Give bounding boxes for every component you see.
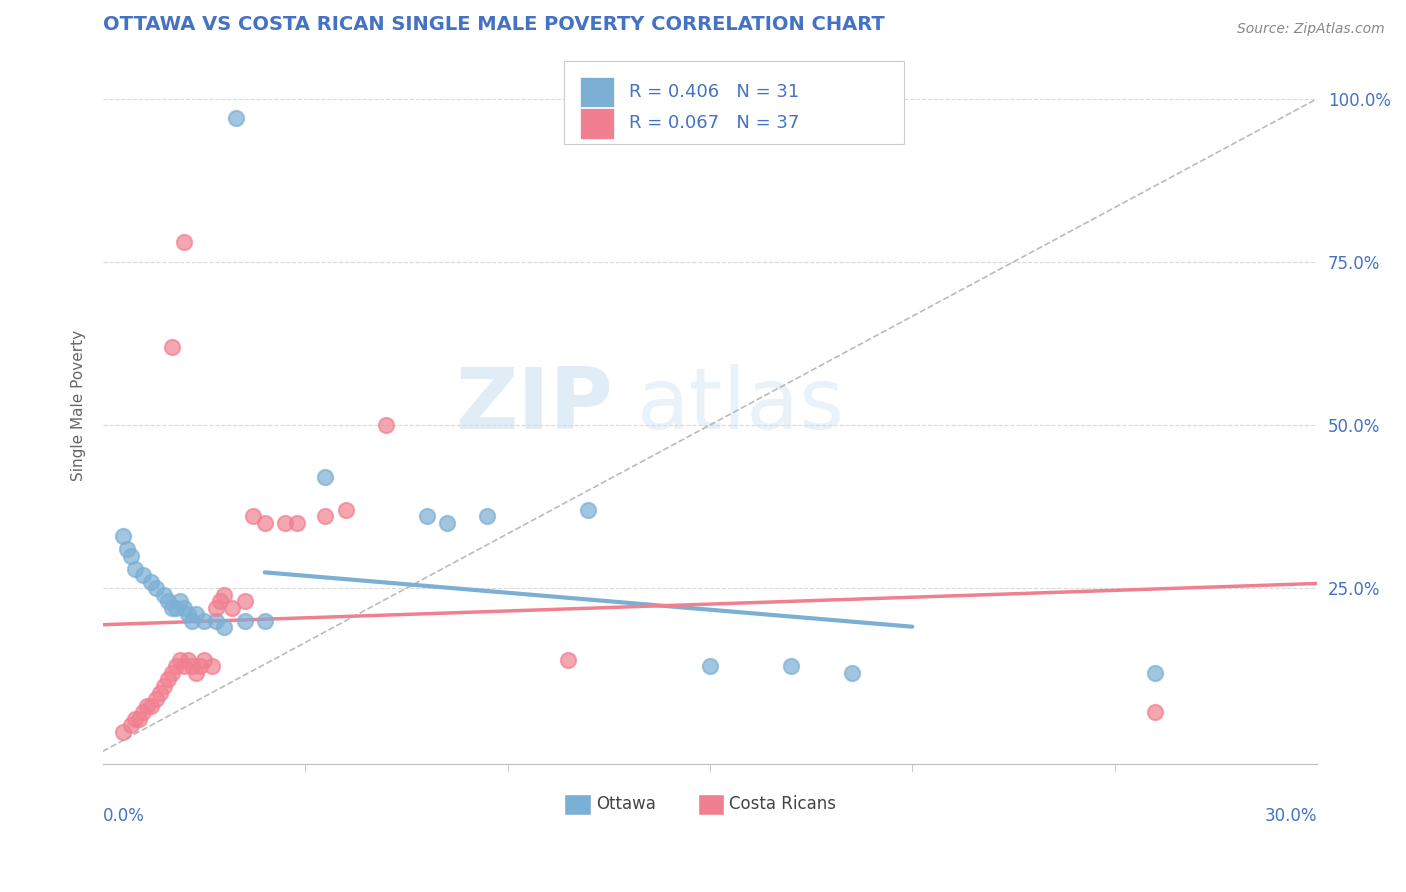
Point xyxy=(375,418,398,433)
Point xyxy=(214,620,236,634)
Point xyxy=(156,673,179,687)
Text: atlas: atlas xyxy=(637,364,845,447)
Point xyxy=(177,607,200,622)
Text: R = 0.406   N = 31: R = 0.406 N = 31 xyxy=(628,83,799,101)
Point xyxy=(124,712,146,726)
Point xyxy=(181,614,204,628)
Point xyxy=(184,665,207,680)
Point xyxy=(436,516,458,530)
Point xyxy=(124,561,146,575)
Point xyxy=(188,659,211,673)
Point xyxy=(165,659,187,673)
Point xyxy=(132,705,155,719)
Point xyxy=(160,600,183,615)
Point xyxy=(152,588,174,602)
Point xyxy=(841,665,863,680)
Point xyxy=(1143,665,1166,680)
Point xyxy=(253,614,276,628)
Text: 30.0%: 30.0% xyxy=(1264,807,1317,825)
FancyBboxPatch shape xyxy=(564,61,904,144)
Point xyxy=(177,653,200,667)
Point xyxy=(205,600,228,615)
Bar xyxy=(697,795,724,814)
Point xyxy=(184,607,207,622)
Point xyxy=(173,659,195,673)
Point xyxy=(477,509,499,524)
Point xyxy=(335,503,357,517)
Point xyxy=(128,712,150,726)
Point xyxy=(136,698,159,713)
Point xyxy=(148,685,170,699)
Point xyxy=(193,653,215,667)
Point xyxy=(225,112,247,126)
Point xyxy=(141,574,163,589)
Bar xyxy=(581,109,614,138)
Point xyxy=(169,594,191,608)
Text: Ottawa: Ottawa xyxy=(596,796,655,814)
Point xyxy=(145,692,167,706)
Point xyxy=(160,665,183,680)
Text: OTTAWA VS COSTA RICAN SINGLE MALE POVERTY CORRELATION CHART: OTTAWA VS COSTA RICAN SINGLE MALE POVERT… xyxy=(103,15,884,34)
Text: R = 0.067   N = 37: R = 0.067 N = 37 xyxy=(628,114,799,132)
Text: ZIP: ZIP xyxy=(456,364,613,447)
Point xyxy=(169,653,191,667)
Point xyxy=(214,588,236,602)
Point xyxy=(314,509,336,524)
Point xyxy=(120,718,142,732)
Point xyxy=(115,541,138,556)
Point xyxy=(152,679,174,693)
Point xyxy=(557,653,579,667)
Text: 0.0%: 0.0% xyxy=(103,807,145,825)
Point xyxy=(165,600,187,615)
Point xyxy=(112,529,135,543)
Point xyxy=(233,614,256,628)
Point xyxy=(141,698,163,713)
Point xyxy=(120,549,142,563)
Point xyxy=(173,235,195,250)
Point xyxy=(145,581,167,595)
Point xyxy=(242,509,264,524)
Point xyxy=(156,594,179,608)
Point xyxy=(1143,705,1166,719)
Point xyxy=(415,509,437,524)
Point xyxy=(205,614,228,628)
Point xyxy=(699,659,721,673)
Point xyxy=(160,340,183,354)
Point xyxy=(132,568,155,582)
Point xyxy=(779,659,801,673)
Bar xyxy=(564,795,591,814)
Point xyxy=(285,516,308,530)
Point xyxy=(314,470,336,484)
Point xyxy=(112,724,135,739)
Y-axis label: Single Male Poverty: Single Male Poverty xyxy=(72,330,86,481)
Text: Costa Ricans: Costa Ricans xyxy=(730,796,837,814)
Point xyxy=(193,614,215,628)
Point xyxy=(253,516,276,530)
Text: Source: ZipAtlas.com: Source: ZipAtlas.com xyxy=(1237,22,1385,37)
Point xyxy=(578,503,600,517)
Point xyxy=(173,600,195,615)
Point xyxy=(221,600,243,615)
Bar xyxy=(581,77,614,107)
Point xyxy=(181,659,204,673)
Point xyxy=(233,594,256,608)
Point xyxy=(201,659,224,673)
Point xyxy=(274,516,297,530)
Point xyxy=(209,594,232,608)
